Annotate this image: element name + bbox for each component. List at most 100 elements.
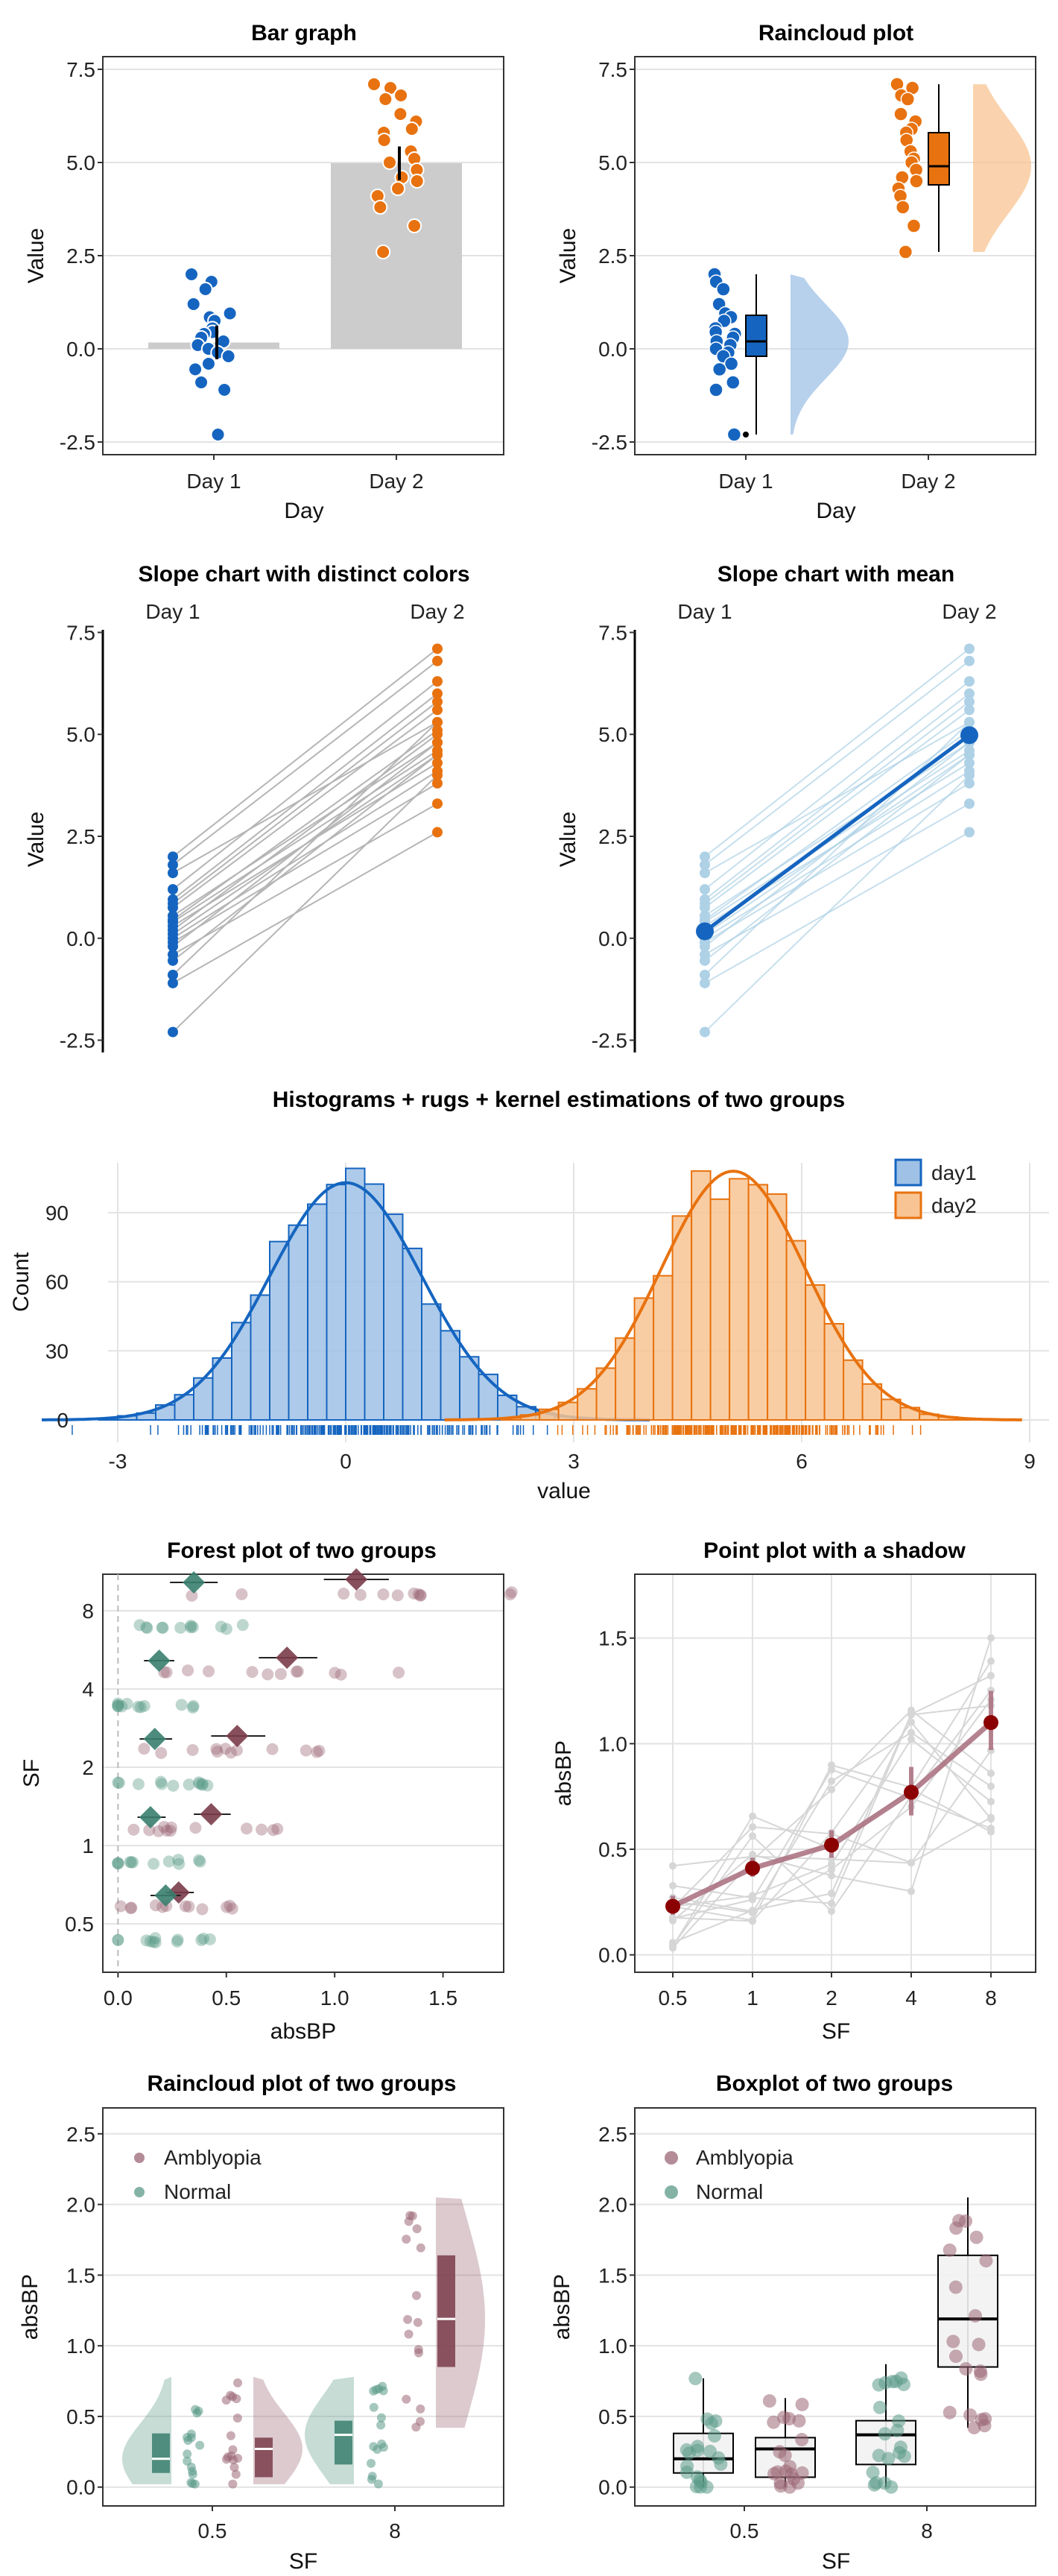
raincloud2-point-normal: [183, 2456, 192, 2466]
point-plot-xlabel: SF: [822, 2019, 850, 2044]
boxplot-point-normal: [878, 2427, 892, 2441]
boxplot-point-normal: [694, 2480, 708, 2494]
point-shadow-dot: [828, 1872, 835, 1880]
point-shadow-dot: [828, 1766, 835, 1774]
slope-mean-point-day1: [700, 859, 710, 871]
point-shadow-dot: [828, 1890, 835, 1898]
slope-mean-point-day1: [700, 977, 710, 988]
boxplot-xtick-8: 8: [921, 2519, 933, 2542]
forest-point-amblyopia: [149, 1899, 162, 1912]
slope-mean-individual-line: [704, 721, 970, 874]
slope-line: [172, 742, 438, 947]
slope-line: [172, 660, 438, 866]
p-slopemean-ytick-label: 5.0: [598, 723, 627, 746]
hist-ytick-label: 0: [57, 1409, 69, 1432]
hist-bar-day1: [383, 1213, 404, 1421]
forest-point-normal: [156, 1621, 169, 1634]
forest-mean-diamond-amblyopia: [226, 1725, 249, 1747]
forest-point-normal: [140, 1934, 153, 1947]
forest-point-normal: [197, 1932, 210, 1945]
raincloud2-legend: Amblyopia Normal: [134, 2146, 262, 2203]
forest-point-amblyopia: [256, 1823, 268, 1836]
p-rain-ytick-label: 5.0: [598, 151, 627, 174]
slope-ylabel: Value: [24, 812, 48, 868]
hist-bar-day2: [709, 1198, 731, 1421]
boxplot-point-amblyopia: [787, 2472, 801, 2486]
point-shadow-dot: [828, 1899, 835, 1907]
bar-data-point: [409, 174, 425, 189]
forest-point-normal: [149, 1936, 162, 1948]
point-xtick-label: 2: [826, 1986, 837, 2010]
slope-mean-point-day2: [964, 749, 975, 760]
bar-data-point: [390, 181, 406, 196]
slope-mean-point-day2: [964, 777, 975, 789]
p-rain-ytick-label: 2.5: [598, 244, 627, 268]
forest-point-amblyopia: [211, 1746, 224, 1758]
histogram-panel: Histograms + rugs + kernel estimations o…: [9, 1087, 1049, 1503]
forest-point-normal: [148, 1857, 160, 1870]
boxplot-title: Boxplot of two groups: [716, 2071, 953, 2096]
raincloud2-point-normal: [369, 2442, 378, 2452]
forest-point-normal: [112, 1700, 124, 1713]
raincloud2-violin-amblyopia: [436, 2197, 485, 2428]
forest-point-amblyopia: [505, 1586, 518, 1599]
raincloud2-xtick-8: 8: [389, 2519, 401, 2542]
slope-mean-point-day2: [964, 643, 975, 654]
forest-point-amblyopia: [414, 1589, 427, 1602]
slope-mean-label-day1: Day 1: [677, 600, 732, 623]
forest-point-normal: [174, 1621, 187, 1634]
slope-line: [172, 729, 438, 921]
slope-mean-point-day2: [964, 769, 975, 780]
hist-xtick-label: 3: [568, 1450, 580, 1473]
slope-point-day1: [168, 859, 178, 871]
forest-point-amblyopia: [354, 1588, 367, 1601]
forest-point-normal: [147, 1936, 159, 1948]
forest-point-normal: [140, 1621, 153, 1634]
legend-dot-normal: [134, 2187, 145, 2197]
boxplot-point-amblyopia: [969, 2308, 983, 2323]
forest-point-amblyopia: [125, 1901, 138, 1914]
forest-point-normal: [133, 1619, 146, 1632]
slope-mean-point-day2: [964, 696, 975, 707]
p-bar-ytick-label: 2.5: [66, 244, 95, 268]
hist-xtick-label: 0: [340, 1450, 352, 1473]
forest-point-normal: [194, 1855, 206, 1868]
p-rain-ytick-label: 0.0: [598, 338, 627, 361]
slope-point-day2: [432, 798, 443, 809]
forest-point-amblyopia: [160, 1824, 173, 1837]
raincloud-point: [906, 218, 922, 233]
forest-point-amblyopia: [412, 1588, 425, 1600]
forest-ytick-label: 1: [82, 1834, 94, 1857]
slope-mean-individual-line: [704, 709, 970, 909]
p-point-ytick-label: 0.0: [598, 1944, 627, 1967]
boxplot-point-amblyopia: [792, 2414, 806, 2428]
hist-bar-day1: [421, 1303, 442, 1421]
slope-mean-individual-line: [704, 803, 970, 956]
forest-point-amblyopia: [393, 1666, 405, 1679]
bar-data-point: [197, 282, 213, 297]
forest-ytick-label: 4: [82, 1678, 94, 1701]
bar-data-point: [393, 107, 408, 121]
p-rain-ytick-label: 7.5: [598, 58, 627, 81]
forest-point-normal: [149, 1932, 162, 1945]
boxplot-point-amblyopia: [943, 2243, 957, 2257]
boxplot-point-amblyopia: [767, 2415, 781, 2429]
slope-line: [172, 770, 438, 939]
slope-point-day2: [432, 716, 443, 727]
forest-mean-diamond-normal: [143, 1728, 166, 1750]
forest-xlabel: absBP: [270, 2019, 336, 2044]
forest-point-normal: [195, 1933, 208, 1946]
forest-point-normal: [125, 1856, 138, 1869]
raincloud-point: [900, 92, 916, 107]
hist-bar-day2: [653, 1275, 674, 1421]
raincloud2-legend-amblyopia: Amblyopia: [164, 2146, 262, 2169]
point-xtick-label: 8: [985, 1986, 997, 2010]
p-rain-ytick-label: -2.5: [592, 431, 627, 454]
raincloud2-box-amblyopia: [437, 2255, 455, 2367]
forest-point-amblyopia: [210, 1743, 223, 1755]
forest-title: Forest plot of two groups: [167, 1538, 437, 1563]
forest-point-normal: [144, 1935, 156, 1948]
p-box-ytick-label: 2.5: [598, 2123, 627, 2146]
boxplot-point-amblyopia: [773, 2445, 787, 2459]
raincloud2-point-amblyopia: [226, 2431, 235, 2440]
